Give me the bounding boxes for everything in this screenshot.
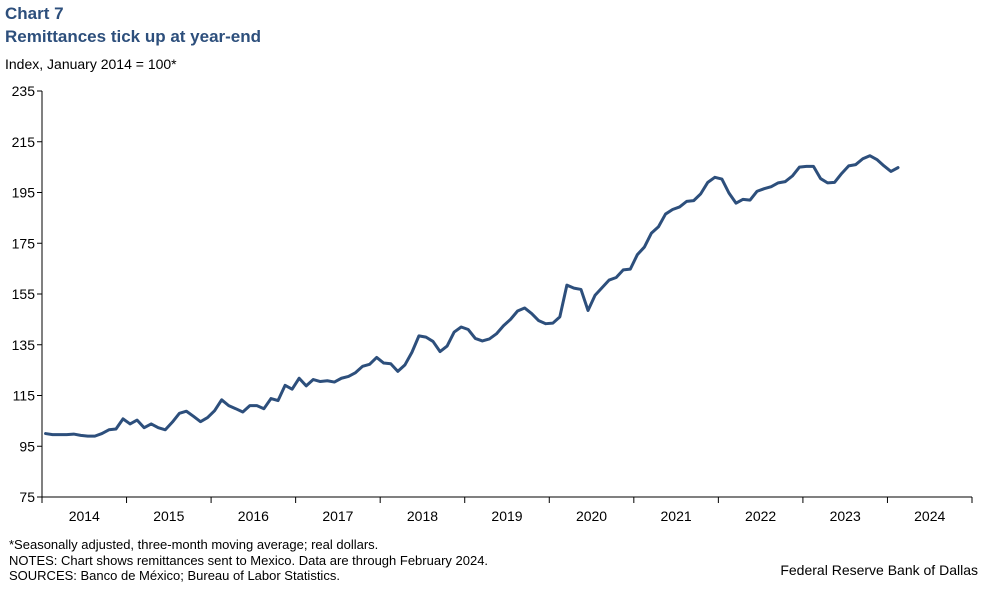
x-tick-label: 2018	[407, 508, 438, 524]
series-line-remittances-index	[44, 154, 900, 438]
y-axis-unit-label: Index, January 2014 = 100*	[5, 56, 177, 72]
series-group	[44, 154, 900, 438]
x-tick-label: 2020	[576, 508, 607, 524]
y-tick-label: 95	[19, 438, 35, 454]
y-tick-label: 75	[19, 489, 35, 505]
x-tick-label: 2016	[238, 508, 269, 524]
footnote-notes: NOTES: Chart shows remittances sent to M…	[9, 552, 489, 568]
x-tick-label: 2023	[830, 508, 861, 524]
y-tick-label: 215	[12, 134, 36, 150]
x-axis: 2014 2015 2016 2017 2018 2019 2020 2021 2022 2023…	[41, 496, 973, 524]
chart-number: Chart 7	[5, 4, 64, 23]
source-credit: Federal Reserve Bank of Dallas	[780, 562, 978, 578]
x-tick-label: 2015	[153, 508, 184, 524]
footnote-sources: SOURCES: Banco de México; Bureau of Labo…	[9, 568, 340, 583]
y-tick-label: 195	[12, 185, 36, 201]
y-tick-label: 135	[12, 337, 36, 353]
y-tick-label: 155	[12, 286, 36, 302]
y-axis: 75 95 115 135 155 175 195 215 235	[12, 83, 43, 505]
x-tick-label: 2014	[69, 508, 100, 524]
x-tick-label: 2021	[661, 508, 692, 524]
y-tick-label: 175	[12, 235, 36, 251]
x-tick-label: 2019	[491, 508, 522, 524]
x-tick-label: 2022	[745, 508, 776, 524]
y-tick-label: 115	[13, 388, 36, 404]
y-tick-label: 235	[12, 83, 36, 99]
footnotes: *Seasonally adjusted, three-month moving…	[9, 537, 488, 584]
x-tick-label: 2017	[322, 508, 353, 524]
x-tick-label: 2024	[914, 508, 945, 524]
chart-title: Remittances tick up at year-end	[5, 27, 262, 46]
footnote-seasonal: *Seasonally adjusted, three-month moving…	[9, 537, 379, 552]
